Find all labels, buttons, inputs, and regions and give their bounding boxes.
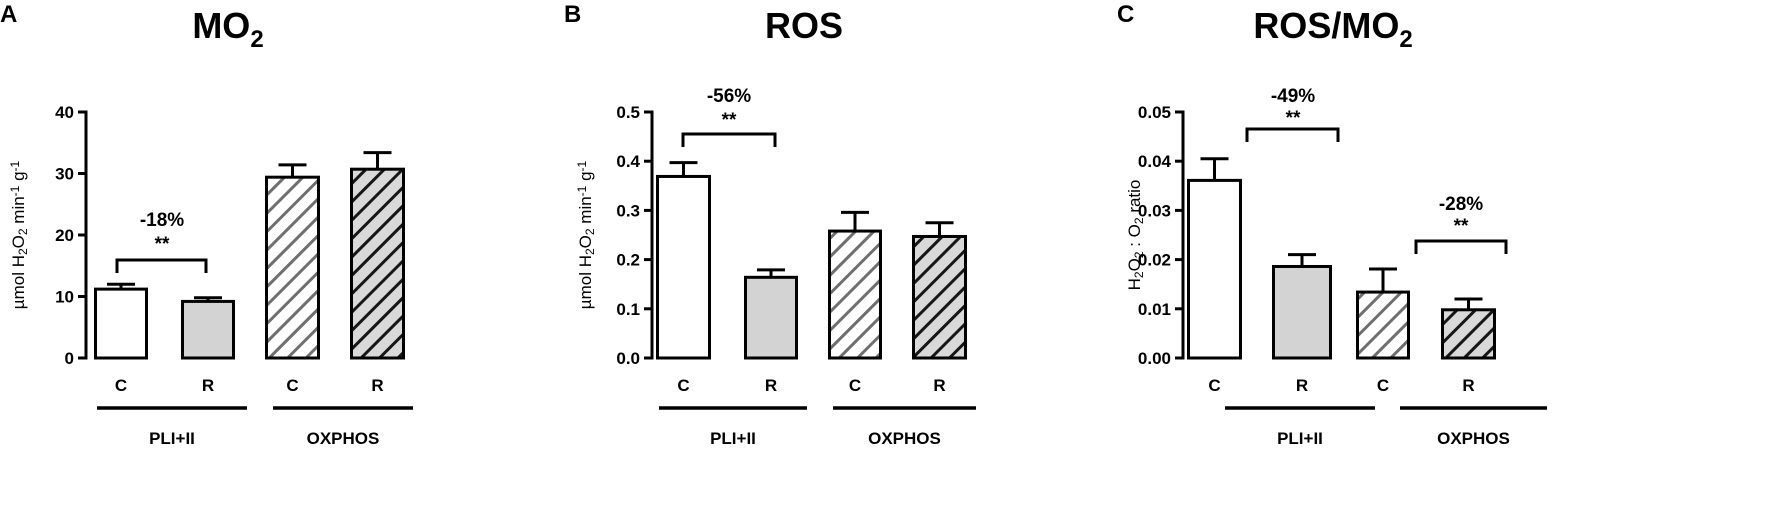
bar-oxphos-r bbox=[912, 234, 967, 360]
y-tick-label: 40 bbox=[55, 103, 74, 122]
x-tick-label: R bbox=[1296, 376, 1308, 395]
panel-letter: B bbox=[564, 1, 581, 28]
x-tick-label: R bbox=[202, 376, 214, 395]
percent-change-label: -18% bbox=[140, 210, 184, 231]
bar-oxphos-r bbox=[350, 167, 405, 360]
x-tick-label: C bbox=[115, 376, 127, 395]
y-axis-label: µmol H2O2 min-1 g-1 bbox=[575, 160, 597, 309]
significance-bracket bbox=[1414, 239, 1508, 254]
group-label: OXPHOS bbox=[307, 429, 380, 448]
y-tick-label: 0.04 bbox=[1138, 152, 1172, 171]
percent-change-label: -49% bbox=[1271, 86, 1315, 107]
panel-b: B ROS 0.0 0.1 0.2 0.3 0.4 0.5 µmol H2O2 min-1 g-… bbox=[564, 1, 976, 448]
panel-letter: A bbox=[0, 1, 17, 28]
y-tick-label: 0.01 bbox=[1138, 300, 1171, 319]
significance-stars: ** bbox=[722, 110, 737, 131]
x-tick-label: R bbox=[765, 376, 777, 395]
y-tick-label: 10 bbox=[55, 288, 74, 307]
panel-letter: C bbox=[1117, 1, 1134, 28]
percent-change-label: -56% bbox=[707, 86, 751, 107]
bar-pliii-c bbox=[656, 174, 711, 360]
y-tick-label: 0.0 bbox=[616, 349, 640, 368]
y-tick-label: 0.5 bbox=[616, 103, 640, 122]
y-axis-label: µmol H2O2 min-1 g-1 bbox=[8, 160, 30, 309]
percent-change-label: -28% bbox=[1439, 194, 1483, 215]
y-tick-label: 20 bbox=[55, 226, 74, 245]
significance-stars: ** bbox=[1454, 216, 1469, 237]
panel-c: C ROS/MO2 0.00 0.01 0.02 0.03 0.04 0.05 H2O2 : O… bbox=[1117, 1, 1547, 448]
significance-bracket bbox=[681, 132, 777, 147]
chart-title: MO2 bbox=[192, 5, 263, 53]
y-tick-label: 0.02 bbox=[1138, 251, 1171, 270]
x-tick-label: C bbox=[849, 376, 861, 395]
group-label: PLI+II bbox=[710, 429, 756, 448]
bar-pliii-c bbox=[94, 287, 148, 360]
bar-oxphos-c bbox=[265, 175, 320, 360]
y-axis-label: H2O2 : O2 ratio bbox=[1125, 180, 1146, 291]
x-tick-label: C bbox=[1208, 376, 1220, 395]
y-tick-label: 0.00 bbox=[1138, 349, 1171, 368]
x-tick-label: C bbox=[1377, 376, 1389, 395]
bar-pliii-c bbox=[1187, 178, 1242, 360]
x-tick-label: R bbox=[371, 376, 383, 395]
y-tick-label: 0.2 bbox=[616, 251, 640, 270]
bar-pliii-r bbox=[181, 299, 235, 360]
y-tick-label: 0.03 bbox=[1138, 201, 1171, 220]
significance-stars: ** bbox=[155, 234, 170, 255]
panels-root: A MO2 0 10 20 30 40 µmol H2O2 min-1 g-1 C R C R PLI+… bbox=[0, 1, 1547, 448]
group-label: OXPHOS bbox=[1437, 429, 1510, 448]
bar-pliii-r bbox=[1272, 264, 1332, 360]
bar-oxphos-c bbox=[828, 229, 882, 360]
bar-oxphos-c bbox=[1356, 290, 1410, 360]
chart-title: ROS/MO2 bbox=[1253, 5, 1412, 53]
y-tick-label: 0.1 bbox=[616, 300, 640, 319]
x-tick-label: C bbox=[286, 376, 298, 395]
group-label: OXPHOS bbox=[868, 429, 941, 448]
significance-bracket bbox=[1245, 127, 1340, 142]
x-tick-label: R bbox=[1462, 376, 1474, 395]
x-tick-label: C bbox=[677, 376, 689, 395]
y-tick-label: 0.4 bbox=[616, 152, 640, 171]
significance-stars: ** bbox=[1286, 108, 1301, 129]
y-tick-label: 0 bbox=[65, 349, 74, 368]
panel-a: A MO2 0 10 20 30 40 µmol H2O2 min-1 g-1 C R C R PLI+… bbox=[0, 1, 413, 448]
group-label: PLI+II bbox=[149, 429, 195, 448]
y-tick-label: 0.3 bbox=[616, 201, 640, 220]
bar-oxphos-r bbox=[1441, 308, 1496, 360]
chart-title: ROS bbox=[765, 5, 843, 46]
y-tick-label: 0.05 bbox=[1138, 103, 1171, 122]
x-tick-label: R bbox=[933, 376, 945, 395]
y-tick-label: 30 bbox=[55, 165, 74, 184]
bar-pliii-r bbox=[744, 275, 798, 360]
group-label: PLI+II bbox=[1277, 429, 1323, 448]
significance-bracket bbox=[115, 258, 208, 273]
